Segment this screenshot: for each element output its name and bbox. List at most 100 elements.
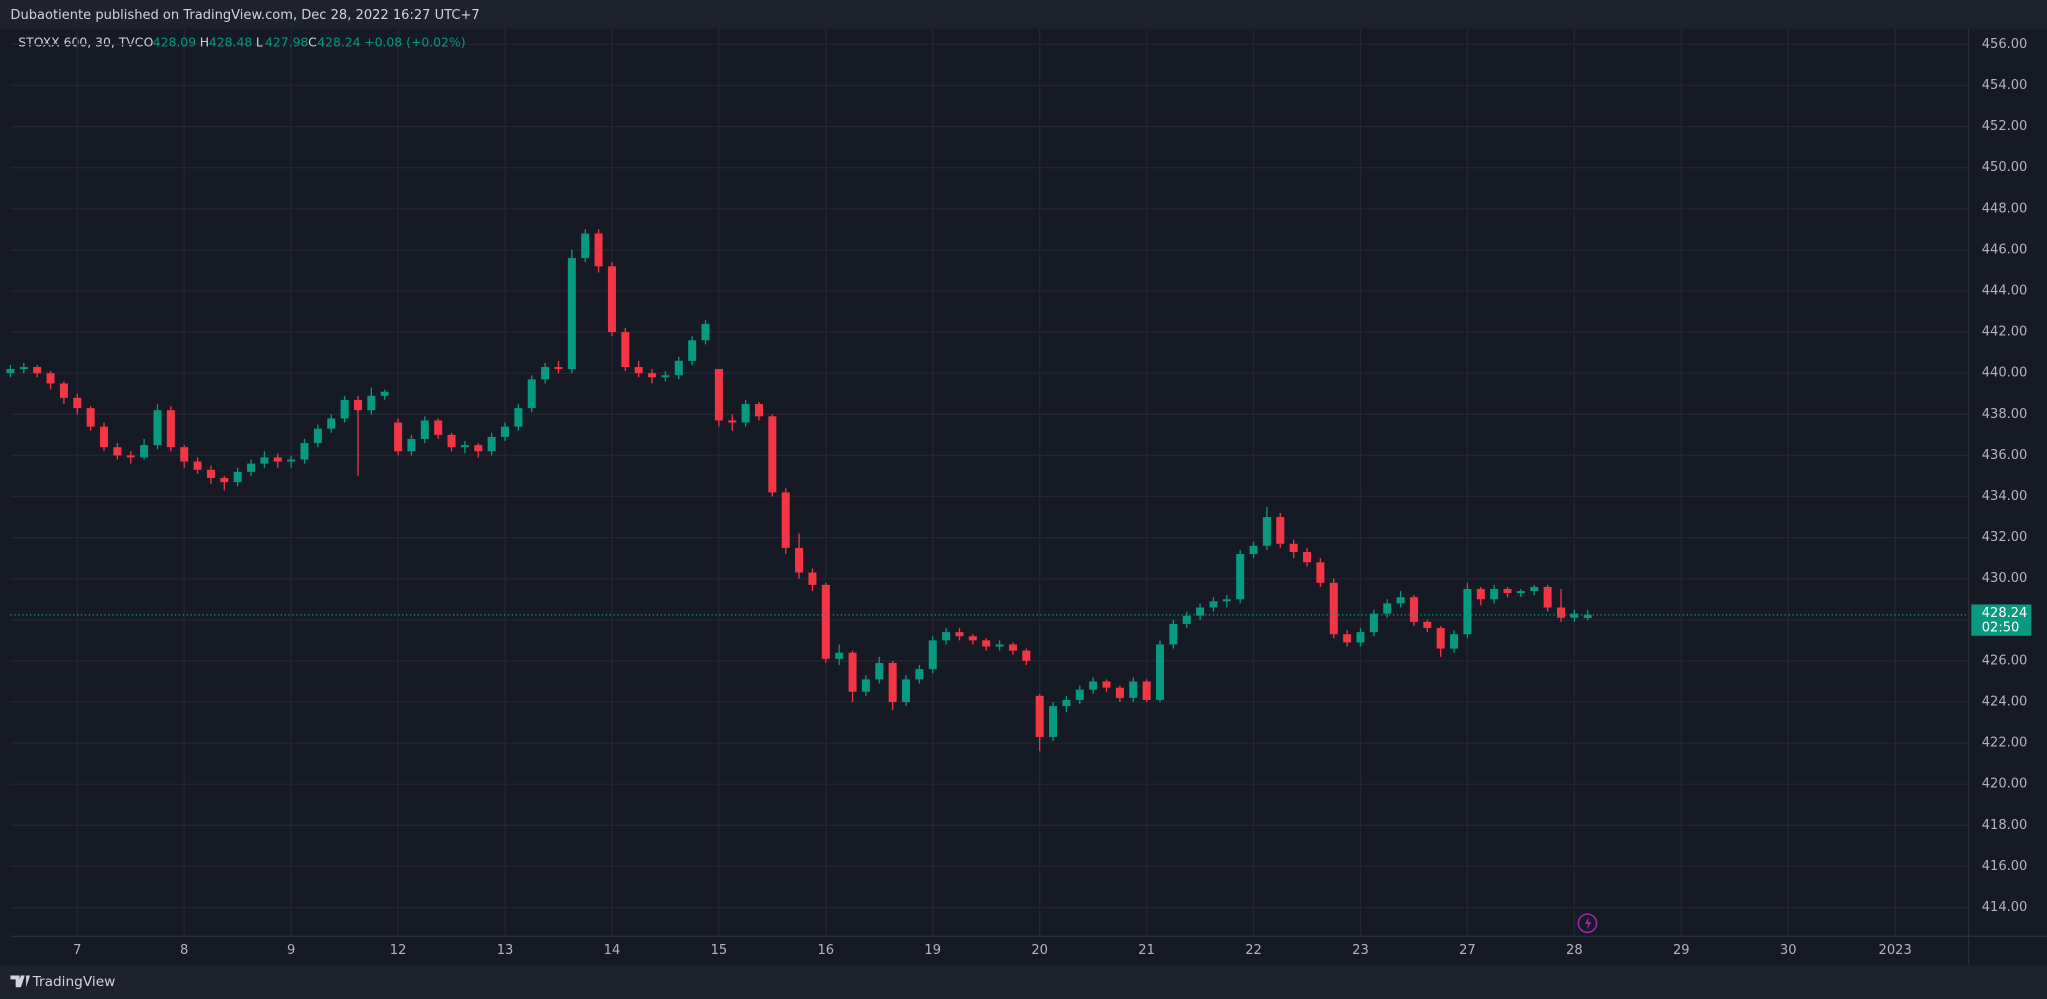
candle-body (1102, 681, 1111, 688)
ohlc-value: 428.48 (209, 35, 252, 50)
x-tick-label: 15 (711, 943, 728, 958)
y-tick-label: 444.00 (1982, 283, 2028, 298)
candle-body (313, 428, 322, 444)
candle-body (661, 375, 670, 378)
ohlc-value: 428.09 (153, 35, 196, 50)
candle-body (1089, 681, 1098, 690)
candle-body (621, 332, 630, 368)
candle-body (1303, 551, 1312, 563)
x-tick-label: 29 (1673, 943, 1690, 958)
candle-body (1155, 644, 1164, 700)
candle-body (140, 445, 149, 458)
event-circle (1577, 913, 1598, 934)
candle-body (153, 410, 162, 446)
logo-icon (10, 975, 31, 988)
candle-body (875, 662, 884, 680)
candle-body (1409, 597, 1418, 622)
candle-body (995, 644, 1004, 647)
candle-body (86, 408, 95, 427)
candle-body (514, 408, 523, 427)
y-tick-label: 416.00 (1982, 859, 2028, 874)
candle-body (19, 367, 28, 370)
candle-body (982, 640, 991, 647)
candle-body (287, 459, 296, 462)
candle-body (1276, 517, 1285, 544)
last-price-box (1971, 604, 2032, 636)
candle-body (367, 395, 376, 411)
candle-body (447, 434, 456, 448)
candle-body (1476, 588, 1485, 600)
header-bar (0, 0, 2047, 29)
candle-body (1383, 603, 1392, 614)
candle-body (1463, 588, 1472, 635)
ohlc-letter: C (308, 35, 317, 50)
candle-body (1262, 517, 1271, 546)
candle-body (59, 383, 68, 398)
candle-body (300, 443, 309, 460)
candle-body (1556, 607, 1565, 618)
candle-body (607, 266, 616, 333)
candle-body (861, 679, 870, 692)
y-tick-label: 440.00 (1982, 366, 2028, 381)
x-tick-label: 27 (1459, 943, 1476, 958)
event-icon (1577, 913, 1598, 934)
header-text: Dubaotiente published on TradingView.com… (10, 8, 479, 23)
candle-body (233, 471, 242, 483)
candle-body (1008, 644, 1017, 651)
candle-body (247, 463, 256, 472)
candle-body (768, 416, 777, 493)
candle-body (220, 478, 229, 483)
candle-body (1316, 562, 1325, 583)
ohlc-value: 428.24 (317, 35, 360, 50)
candle-body (754, 404, 763, 417)
candle-body (1343, 634, 1352, 643)
candle-body (394, 422, 403, 452)
candle-body (902, 679, 911, 703)
candle-body (1583, 614, 1592, 618)
x-tick-label: 30 (1780, 943, 1797, 958)
y-tick-label: 456.00 (1982, 37, 2028, 52)
x-tick-label: 13 (497, 943, 514, 958)
candle-body (340, 399, 349, 419)
candle-body (1169, 623, 1178, 645)
candle-body (1249, 545, 1258, 555)
candle-body (1182, 615, 1191, 624)
candle-body (795, 547, 804, 573)
footer-logo: TradingView (10, 974, 115, 990)
candle-body (1450, 634, 1459, 649)
candle-body (1490, 588, 1499, 600)
y-tick-label: 414.00 (1982, 900, 2028, 915)
labels: 414.00 416.00 418.00 420.00 422.00 424.00 426.… (73, 35, 2032, 958)
candle-body (674, 360, 683, 376)
candle-body (835, 652, 844, 659)
candle-body (407, 438, 416, 452)
candles (6, 229, 1969, 752)
event-bolt (1584, 916, 1592, 930)
candle-body (1129, 681, 1138, 698)
candle-body (781, 492, 790, 548)
x-tick-label: 16 (818, 943, 835, 958)
candle-body (567, 258, 576, 370)
candle-body (888, 662, 897, 703)
ohlc-letter: L (256, 35, 263, 50)
candle-body (942, 632, 951, 641)
candle-body (100, 426, 109, 448)
brand: TradingView (32, 974, 116, 990)
y-tick-label: 432.00 (1982, 530, 2028, 545)
change: +0.08 (+0.02%) (364, 35, 465, 50)
x-tick-label: 19 (924, 943, 941, 958)
candle-body (968, 636, 977, 641)
candle-body (915, 669, 924, 680)
candle-body (180, 447, 189, 462)
candle-body (527, 379, 536, 409)
candle-body (1222, 599, 1231, 602)
candle-body (821, 584, 830, 659)
candle-body (848, 652, 857, 692)
y-tick-label: 418.00 (1982, 818, 2028, 833)
candle-body (327, 418, 336, 429)
candle-body (380, 391, 389, 396)
candle-body (73, 397, 82, 409)
candle-body (353, 399, 362, 411)
